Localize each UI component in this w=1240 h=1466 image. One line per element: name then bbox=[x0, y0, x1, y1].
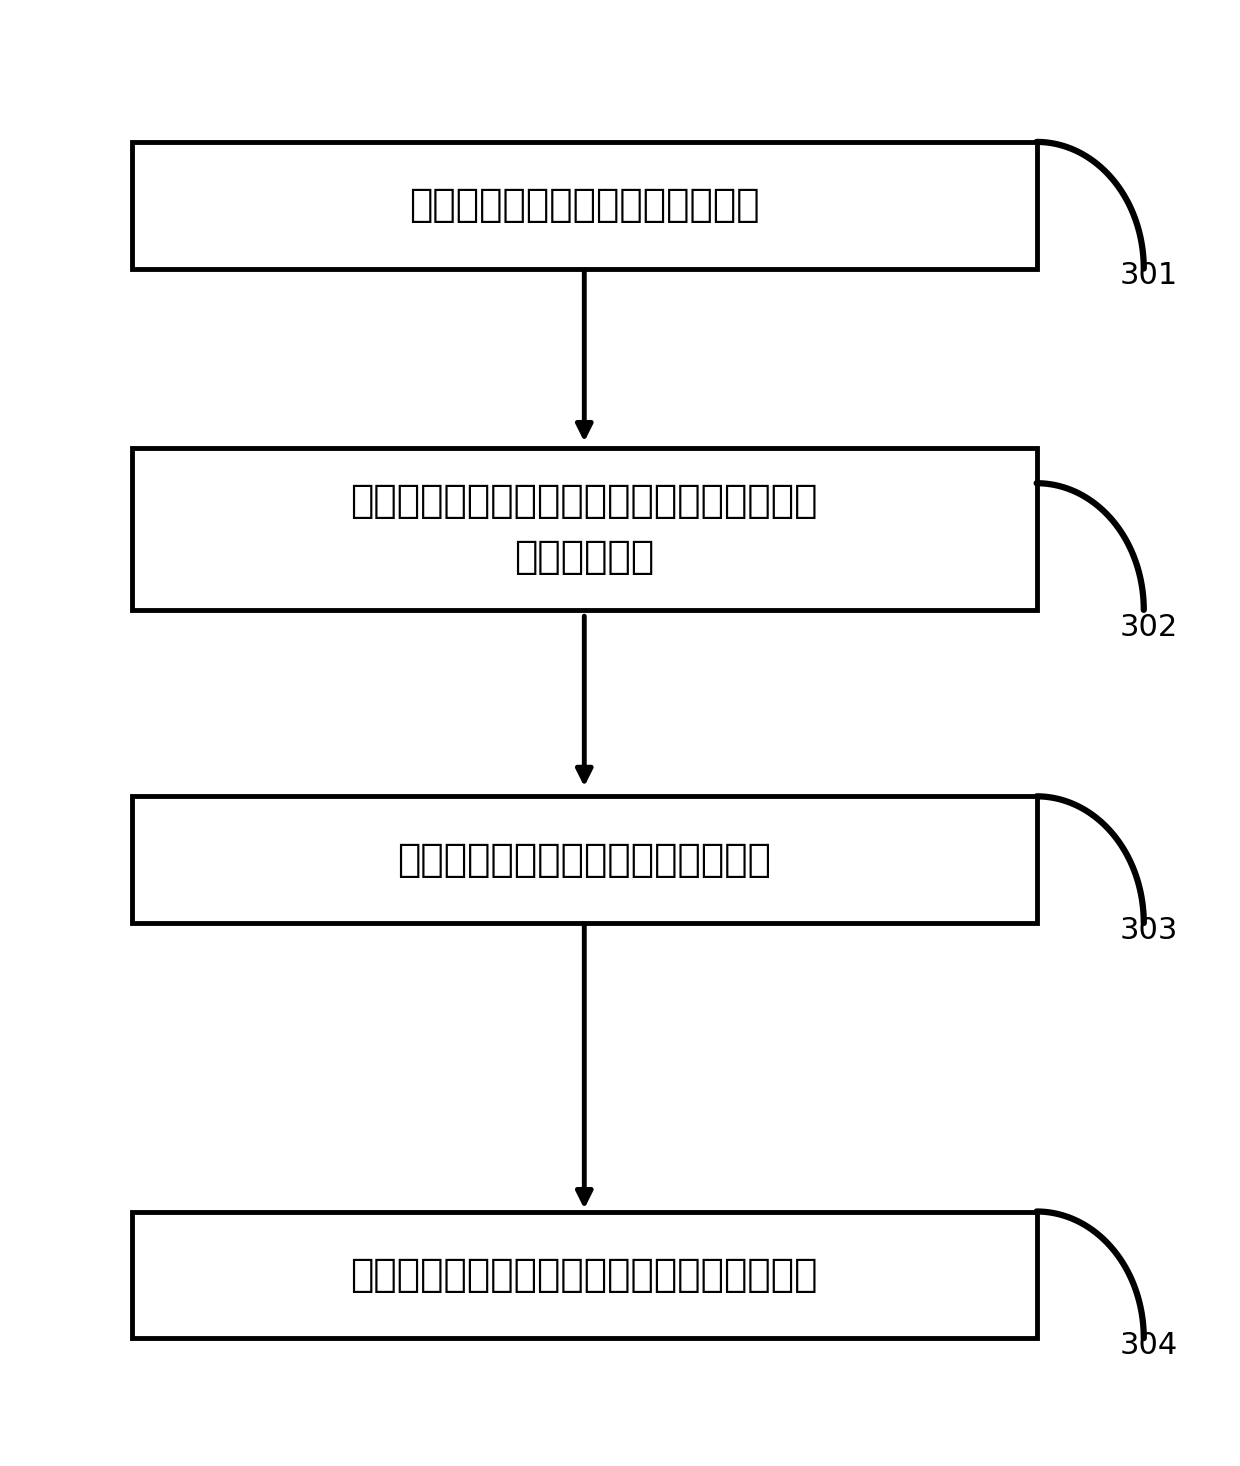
Text: 302: 302 bbox=[1120, 613, 1178, 642]
Bar bbox=[131, 1211, 1037, 1338]
Bar bbox=[131, 142, 1037, 268]
Text: 303: 303 bbox=[1120, 916, 1178, 944]
Text: 使用所述初始感兴趣区域作为岩骨的扫描范围: 使用所述初始感兴趣区域作为岩骨的扫描范围 bbox=[351, 1256, 818, 1294]
Bar bbox=[131, 449, 1037, 610]
Text: 301: 301 bbox=[1120, 261, 1178, 290]
Bar bbox=[131, 796, 1037, 924]
Text: 根据头骨环确定岩骨的初始感兴趣区: 根据头骨环确定岩骨的初始感兴趣区 bbox=[397, 840, 771, 878]
Text: 根据头部定位图像确定头骨的边缘: 根据头部定位图像确定头骨的边缘 bbox=[409, 186, 760, 224]
Text: 304: 304 bbox=[1120, 1331, 1178, 1359]
Text: 根据所确定的头骨的边缘进行头部圆形拟合，
以得到头骨环: 根据所确定的头骨的边缘进行头部圆形拟合， 以得到头骨环 bbox=[351, 482, 818, 576]
